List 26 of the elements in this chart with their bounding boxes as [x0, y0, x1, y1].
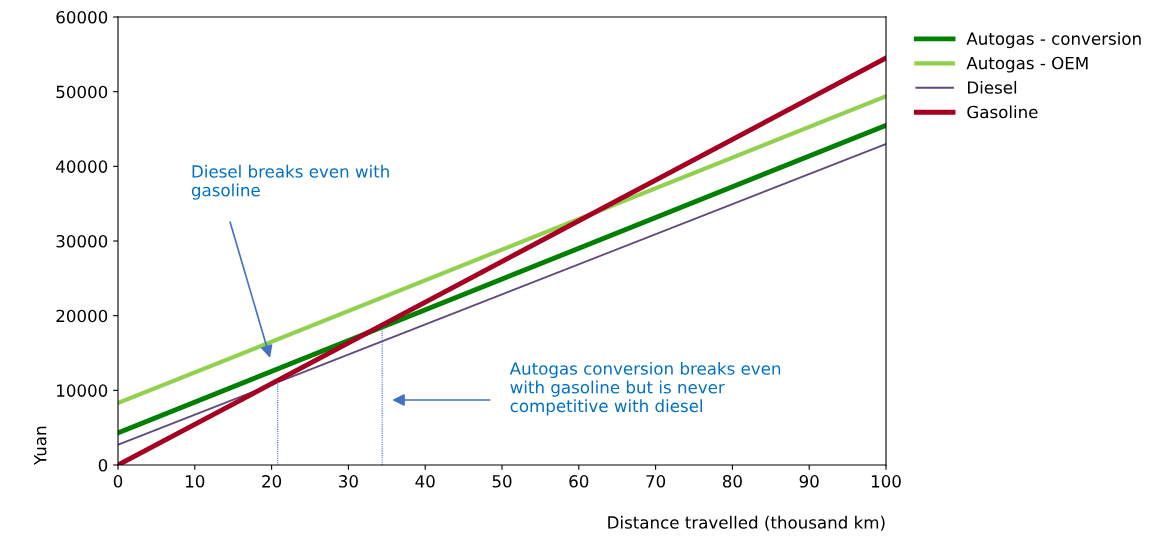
annotation: Diesel breaks even with gasoline	[191, 164, 389, 200]
x-tick-label: 20	[262, 475, 282, 488]
y-tick-label: 20000	[56, 309, 108, 323]
x-tick-label: 90	[799, 475, 819, 488]
legend-label: Autogas - OEM	[966, 56, 1088, 73]
y-tick-label: 50000	[56, 85, 108, 99]
y-tick-label: 60000	[56, 10, 108, 24]
x-tick-label: 0	[113, 475, 123, 488]
x-tick-label: 100	[871, 475, 901, 488]
x-axis-title: Distance travelled (thousand km)	[608, 515, 885, 531]
x-tick-label: 40	[415, 475, 435, 488]
x-tick-label: 70	[646, 475, 666, 488]
annotation: Autogas conversion breaks even with gasoline but is never competitive with diesel	[509, 361, 781, 416]
legend-label: Gasoline	[967, 105, 1038, 119]
y-axis-title: Yuan	[34, 426, 47, 466]
x-tick-label: 50	[492, 475, 512, 488]
y-tick-label: 0	[98, 458, 108, 472]
x-tick-label: 80	[722, 475, 742, 488]
x-tick-label: 10	[186, 475, 205, 488]
x-tick-label: 30	[339, 475, 358, 488]
legend-label: Diesel	[968, 80, 1017, 94]
x-tick-label: 60	[569, 475, 589, 488]
y-tick-label: 30000	[56, 234, 108, 248]
y-tick-label: 40000	[56, 160, 108, 173]
y-tick-label: 10000	[57, 384, 108, 397]
legend-label: Autogas - conversion	[966, 32, 1141, 49]
